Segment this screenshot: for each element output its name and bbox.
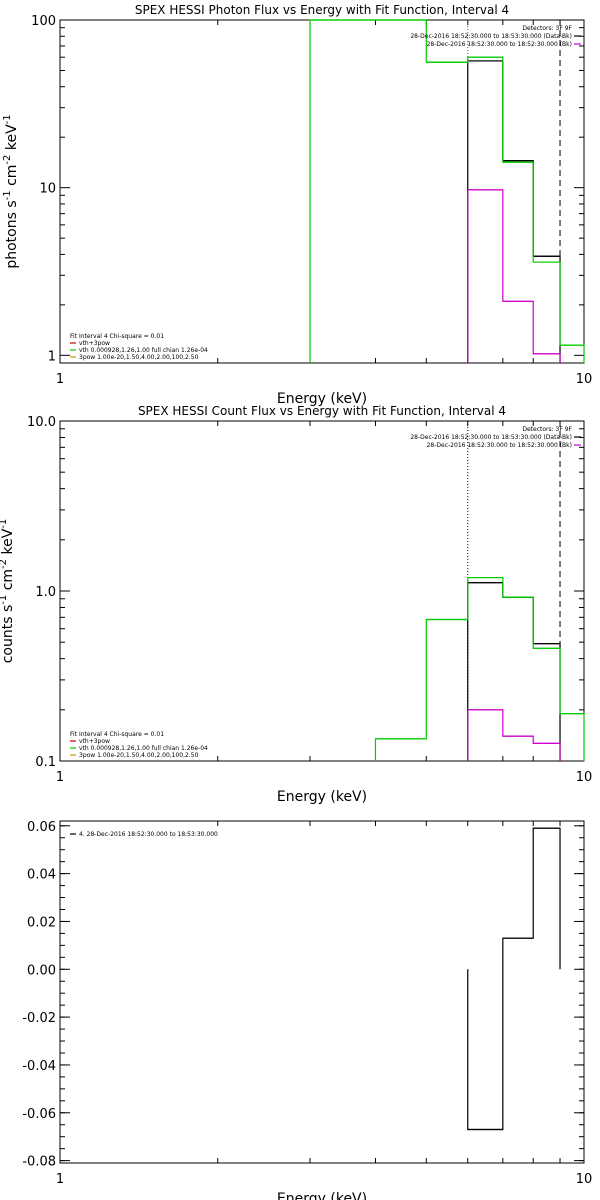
legend-entry: Fit Interval 4 Chi-square = 0.01 bbox=[70, 333, 164, 340]
y-tick-label: 1 bbox=[48, 349, 56, 364]
chart-panel-2: SPEX HESSI Count Flux vs Energy with Fit… bbox=[0, 404, 592, 805]
y-tick-label: 0.02 bbox=[27, 915, 56, 930]
legend-entry: vth 0.000928,1.26,1.00 full chian 1.26e-… bbox=[79, 347, 208, 354]
series-2 bbox=[467, 189, 561, 363]
y-label-base: counts s bbox=[0, 605, 16, 664]
y-axis-label: counts s-1 cm-2 keV-1 bbox=[0, 519, 16, 664]
y-tick-label: -0.08 bbox=[22, 1155, 56, 1170]
y-tick-label: -0.06 bbox=[22, 1107, 56, 1122]
x-axis-label: Energy (keV) bbox=[277, 1191, 367, 1200]
legend-entry: 4. 28-Dec-2016 18:52:30.000 to 18:53:30.… bbox=[79, 831, 218, 838]
histogram-line bbox=[374, 576, 585, 761]
plot-frame bbox=[59, 820, 585, 1164]
y-label-exponent: -2 bbox=[0, 559, 9, 569]
series-1 bbox=[467, 60, 561, 363]
legend-entry: vth+3pow bbox=[79, 738, 110, 745]
legend-entry: 3pow 1.00e-20,1.50,4.00,2.00,100,2.50 bbox=[79, 752, 199, 759]
legend-entry: Detectors: 3F 9F bbox=[522, 25, 572, 32]
y-tick-label: 0.06 bbox=[27, 820, 56, 835]
histogram-line bbox=[467, 60, 561, 363]
histogram-line bbox=[467, 709, 561, 761]
y-tick-label: 1.0 bbox=[35, 585, 56, 600]
y-tick-label: -0.02 bbox=[22, 1011, 56, 1026]
x-tick-label: 1 bbox=[56, 770, 64, 785]
x-tick-label: 1 bbox=[56, 372, 64, 387]
y-tick-label: 100 bbox=[31, 14, 56, 29]
chart-panel-3: 1 10 Energy (keV) 0.06 0.04 0.02 0.00 -0.02 -0.0… bbox=[22, 820, 592, 1200]
x-tick-label: 1 bbox=[56, 1172, 64, 1187]
y-tick-label: 0.00 bbox=[27, 963, 56, 978]
y-label-unit: keV bbox=[4, 124, 20, 155]
y-axis-label: photons s-1 cm-2 keV-1 bbox=[2, 114, 20, 268]
y-label-exponent: -1 bbox=[2, 190, 13, 200]
x-tick-label: 10 bbox=[576, 1172, 593, 1187]
y-label-exponent: -2 bbox=[2, 155, 13, 165]
plot-frame bbox=[59, 19, 585, 364]
histogram-line bbox=[467, 582, 561, 761]
y-label-unit: cm bbox=[4, 165, 20, 191]
x-axis-label: Energy (keV) bbox=[277, 789, 367, 805]
legend-entry: Fit Interval 4 Chi-square = 0.01 bbox=[70, 731, 164, 738]
y-label-base: photons s bbox=[4, 200, 20, 268]
legend-entry: 28-Dec-2016 18:52:30.000 to 18:52:30.000… bbox=[427, 41, 572, 48]
y-tick-label: 0.04 bbox=[27, 868, 56, 883]
histogram-line bbox=[467, 827, 561, 1131]
plot-frame bbox=[59, 420, 585, 762]
y-label-exponent: -1 bbox=[0, 595, 9, 605]
legend-entry: 28-Dec-2016 18:52:30.000 to 18:53:30.000… bbox=[410, 434, 572, 441]
chart-title: SPEX HESSI Count Flux vs Energy with Fit… bbox=[138, 404, 506, 418]
chart-title: SPEX HESSI Photon Flux vs Energy with Fi… bbox=[135, 3, 509, 17]
x-tick-label: 10 bbox=[576, 372, 593, 387]
series-2 bbox=[467, 709, 561, 761]
series-3 bbox=[309, 19, 585, 363]
legend-entry: vth 0.000928,1.26,1.00 full chian 1.26e-… bbox=[79, 745, 208, 752]
series-1 bbox=[467, 582, 561, 761]
y-label-exponent: -1 bbox=[2, 114, 13, 124]
series-3 bbox=[374, 576, 585, 761]
y-label-unit: keV bbox=[0, 528, 16, 559]
series-1 bbox=[467, 827, 561, 1131]
legend-entry: 3pow 1.00e-20,1.50,4.00,2.00,100,2.50 bbox=[79, 354, 199, 361]
histogram-line bbox=[309, 19, 585, 363]
x-tick-label: 10 bbox=[576, 770, 593, 785]
legend-entry: 28-Dec-2016 18:52:30.000 to 18:52:30.000… bbox=[427, 442, 572, 449]
y-tick-label: 10 bbox=[39, 182, 56, 197]
legend-entry: 28-Dec-2016 18:52:30.000 to 18:53:30.000… bbox=[410, 33, 572, 40]
chart-panel-1: SPEX HESSI Photon Flux vs Energy with Fi… bbox=[2, 3, 592, 407]
legend-entry: Detectors: 3F 9F bbox=[522, 426, 572, 433]
y-tick-label: 10.0 bbox=[27, 415, 56, 430]
y-label-exponent: -1 bbox=[0, 519, 9, 529]
legend-entry: vth+3pow bbox=[79, 340, 110, 347]
histogram-line bbox=[467, 189, 561, 363]
x-axis-label: Energy (keV) bbox=[277, 391, 367, 407]
y-tick-label: 0.1 bbox=[35, 755, 56, 770]
y-label-unit: cm bbox=[0, 569, 16, 595]
y-tick-label: -0.04 bbox=[22, 1059, 56, 1074]
